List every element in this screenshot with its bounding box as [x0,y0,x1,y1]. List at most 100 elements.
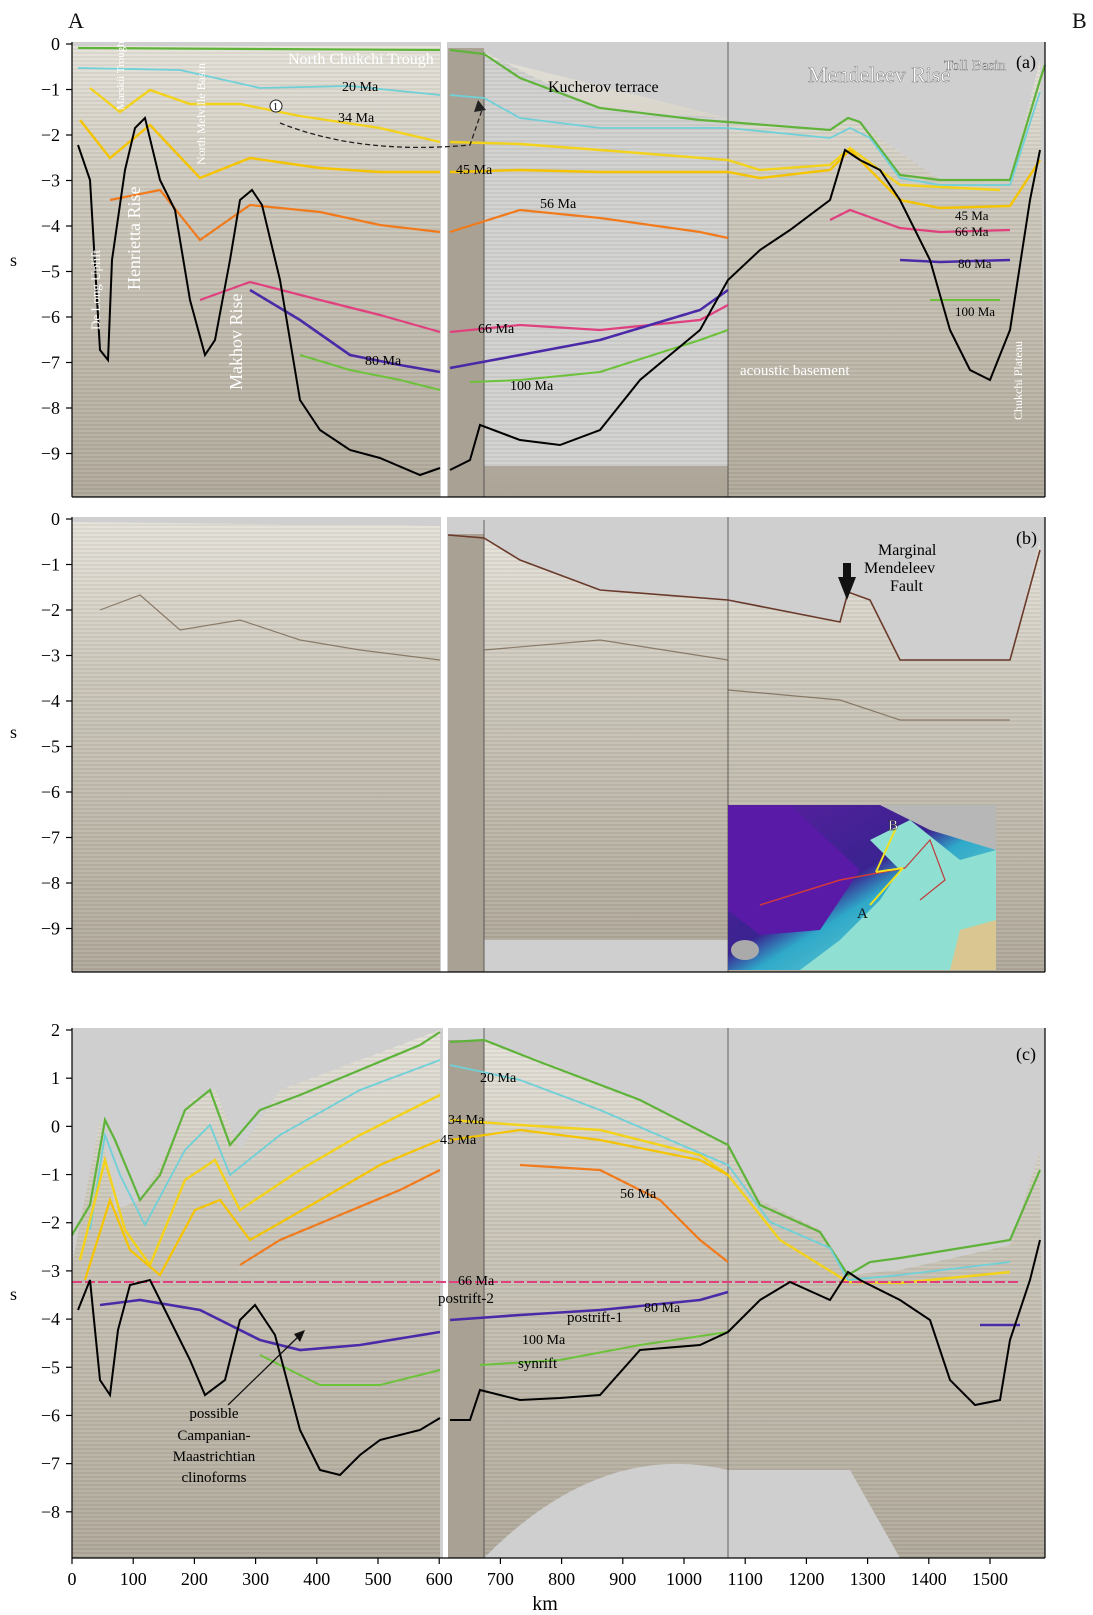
inset-label-b: B [888,818,898,834]
fault-arrow-head [838,577,856,600]
c-horizon-56ma [239,1163,729,1266]
y-tick-label: 0 [51,509,60,529]
label-45ma-a: 45 Ma [456,163,493,178]
x-tick-label: 1400 [911,1569,947,1589]
panel-b-seafloor [447,534,1041,661]
x-tick-label: 1200 [788,1569,824,1589]
label-56ma-c: 56 Ma [620,1187,657,1202]
y-tick-label: −9 [41,444,60,464]
panel-b-tag: (b) [1016,528,1037,549]
c-horizon-80ma [99,1290,1020,1352]
label-north-melville-basin: North Melville Basin [194,63,208,165]
trough-arrow-head [474,100,486,112]
c-seafloor [71,1031,1042,1277]
panel-c-y-ticks: 2 1 0 −1 −2 −3 −4 −5 −6 −7 −8 [41,1020,72,1522]
y-tick-label: −1 [41,1165,60,1185]
x-tick-label: 0 [68,1569,77,1589]
y-tick-label: 0 [51,34,60,54]
c-acoustic-basement [77,1239,1041,1477]
profile-start-label: A [68,8,84,33]
y-tick-label: −8 [41,873,60,893]
y-tick-label: −3 [41,646,60,666]
horizon-45ma [79,119,1042,210]
label-postrift-2: postrift-2 [438,1291,494,1307]
label-synrift: synrift [518,1356,558,1372]
y-tick-label: −6 [41,782,60,802]
x-axis-ticks: 0 100 200 300 400 500 600 700 800 900 1000 1100 1200… [68,1558,1008,1589]
y-tick-label: −7 [41,1454,60,1474]
acoustic-basement-horizon [77,116,1041,477]
panel-a-tag: (a) [1016,52,1036,73]
y-tick-label: −1 [41,555,60,575]
label-80ma-b: 80 Ma [958,256,992,271]
horizon-34ma [89,87,1001,192]
label-kucherov-terrace: Kucherov terrace [548,79,659,96]
label-makhov-rise: Makhov Rise [226,293,246,390]
panel-b-y-label: s [10,722,17,742]
label-45ma-b: 45 Ma [955,208,989,223]
inset-label-a: A [857,906,868,922]
y-tick-label: −6 [41,1405,60,1425]
seafloor-horizon [77,46,1047,182]
y-tick-label: −9 [41,919,60,939]
y-tick-label: −7 [41,828,60,848]
panel-b: Marginal Mendeleev Fault B A (b) 0 −1 −2 −3 −4… [10,509,1046,973]
panel-c-tag: (c) [1016,1044,1036,1065]
y-tick-label: 0 [51,1116,60,1136]
inset-profile-line [869,867,904,906]
label-north-chukchi-trough: North Chukchi Trough [288,51,434,68]
y-tick-label: −4 [41,691,60,711]
label-100ma-c: 100 Ma [522,1333,566,1348]
label-66ma-b: 66 Ma [955,224,989,239]
x-tick-label: 1000 [666,1569,702,1589]
horizon-56ma [109,188,729,242]
y-tick-label: −3 [41,171,60,191]
x-tick-label: 400 [303,1569,330,1589]
x-tick-label: 600 [426,1569,453,1589]
trough-arrow [279,109,483,149]
profile-end-label: B [1072,8,1087,33]
panel-a: (a) North Chukchi Trough Kucherov terrac… [10,34,1047,498]
y-tick-label: −4 [41,216,60,236]
x-tick-label: 900 [609,1569,636,1589]
label-acoustic-basement: acoustic basement [740,363,850,379]
label-toll-basin: Toll Basin [944,58,1006,74]
x-tick-label: 800 [548,1569,575,1589]
y-tick-label: −5 [41,1357,60,1377]
label-66ma-c: 66 Ma [458,1274,495,1289]
label-80ma-c: 80 Ma [644,1301,681,1316]
label-clinoforms: possible Campanian-Maastrichtian clinoform… [173,1406,256,1486]
y-tick-label: −6 [41,307,60,327]
y-tick-label: −2 [41,600,60,620]
x-tick-label: 1100 [728,1569,763,1589]
label-34ma-c: 34 Ma [448,1113,485,1128]
c-horizon-100ma [259,1331,729,1386]
y-tick-label: 1 [51,1068,60,1088]
label-20ma-c: 20 Ma [480,1071,517,1086]
panel-a-y-label: s [10,250,17,270]
label-34ma-a: 34 Ma [338,111,375,126]
horizon-80ma [249,258,1011,374]
x-tick-label: 500 [365,1569,392,1589]
horizon-20ma [77,67,1041,186]
marker-circle-1 [269,99,283,113]
y-tick-label: −2 [41,1213,60,1233]
panel-b-y-ticks: 0 −1 −2 −3 −4 −5 −6 −7 −8 −9 [41,509,72,939]
y-tick-label: −4 [41,1309,60,1329]
label-postrift-1: postrift-1 [567,1310,623,1326]
y-tick-label: −5 [41,737,60,757]
y-tick-label: −8 [41,398,60,418]
y-tick-label: −3 [41,1261,60,1281]
x-axis-label: km [532,1593,558,1615]
x-tick-label: 700 [487,1569,514,1589]
x-tick-label: 1500 [972,1569,1008,1589]
label-56ma-a: 56 Ma [540,197,577,212]
label-mendeleev-rise: Mendeleev Rise [808,62,950,87]
label-marginal-mendeleev-fault: Marginal Mendeleev Fault [864,542,937,595]
label-66ma-a: 66 Ma [478,322,515,337]
y-tick-label: −7 [41,353,60,373]
y-tick-label: 2 [51,1020,60,1040]
panel-c-y-label: s [10,1284,17,1304]
c-horizon-45ma [83,1128,729,1281]
c-horizon-20ma [89,1059,1011,1281]
